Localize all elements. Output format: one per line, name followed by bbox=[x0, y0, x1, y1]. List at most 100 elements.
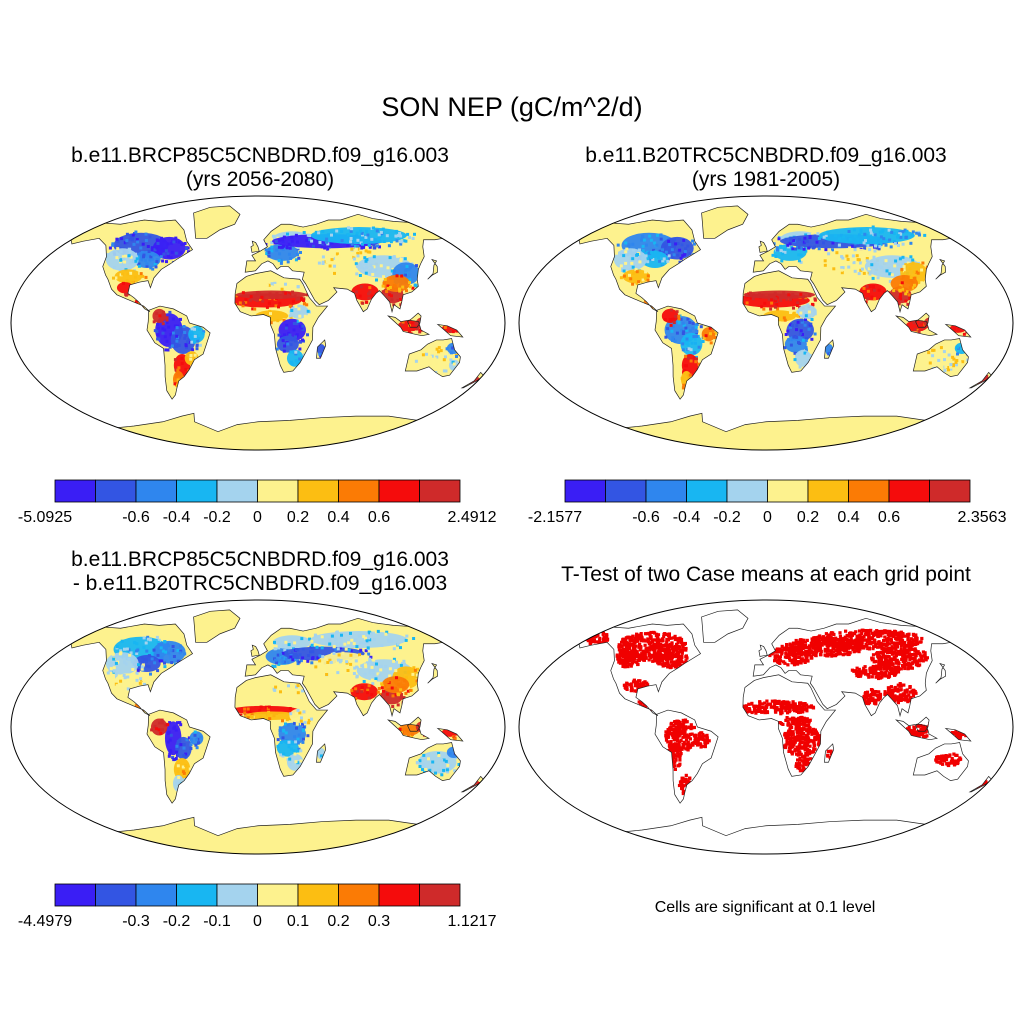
coastline-borneo bbox=[915, 312, 930, 328]
panel-1-colorbar: -5.0925 -0.6 -0.4 -0.2 0 0.2 0.4 0.6 2.4912 bbox=[18, 479, 497, 526]
coastline-greenland bbox=[701, 205, 749, 239]
colorbar-label-0: -4.4979 bbox=[18, 913, 72, 930]
colorbar-box-4 bbox=[216, 479, 258, 503]
coastline-borneo bbox=[407, 716, 422, 732]
coastline-uk bbox=[758, 644, 768, 657]
coastline-japan bbox=[935, 258, 946, 280]
coastline-indonesia bbox=[387, 719, 430, 741]
panel-4-map bbox=[518, 599, 1014, 855]
colorbar-box-7 bbox=[848, 479, 890, 503]
coastline-uk bbox=[250, 240, 260, 253]
colorbar-box-2 bbox=[645, 479, 687, 503]
coastline-new-zealand bbox=[968, 775, 994, 793]
coastline-eurasia bbox=[244, 617, 458, 718]
coastline-papua bbox=[944, 323, 972, 338]
coastline-south-america bbox=[146, 305, 211, 400]
colorbar-box-8 bbox=[378, 883, 420, 907]
coastlines bbox=[574, 205, 994, 450]
colorbar-label-2: -0.2 bbox=[163, 913, 191, 930]
colorbar-box-6 bbox=[297, 479, 339, 503]
panel-3-map bbox=[10, 599, 506, 855]
coastline-uk bbox=[250, 644, 260, 657]
coastline-africa bbox=[234, 270, 329, 373]
colorbar-label-4: 0 bbox=[763, 509, 772, 526]
panel-3-colorbar: -4.4979 -0.3 -0.2 -0.1 0 0.1 0.2 0.3 1.1217 bbox=[18, 883, 497, 930]
coastline-eurasia bbox=[752, 213, 966, 314]
coastline-madagascar bbox=[316, 339, 327, 359]
colorbar-box-6 bbox=[807, 479, 849, 503]
coastline-greenland bbox=[193, 609, 241, 643]
coastline-north-america bbox=[70, 219, 194, 313]
colorbar-label-4: 0 bbox=[253, 913, 262, 930]
colorbar-box-3 bbox=[686, 479, 728, 503]
colorbar-box-3 bbox=[176, 883, 218, 907]
panel-2-title-line1: b.e11.B20TRC5CNBDRD.f09_g16.003 bbox=[585, 144, 947, 167]
colorbar-label-5: 0.2 bbox=[287, 509, 309, 526]
colorbar-label-0: -2.1577 bbox=[528, 509, 582, 526]
colorbar-box-3 bbox=[176, 479, 218, 503]
colorbar-label-6: 0.2 bbox=[327, 913, 349, 930]
colorbar-box-2 bbox=[135, 883, 177, 907]
colorbar-label-3: -0.1 bbox=[203, 913, 231, 930]
coastline-australia bbox=[912, 742, 969, 781]
globe-outline bbox=[518, 195, 1014, 451]
colorbar-label-7: 0.6 bbox=[368, 509, 390, 526]
coastline-papua bbox=[944, 727, 972, 742]
colorbar-box-2 bbox=[135, 479, 177, 503]
colorbar-label-4: 0 bbox=[253, 509, 262, 526]
significance-note: Cells are significant at 0.1 level bbox=[654, 899, 876, 916]
panel-3-title-line2: - b.e11.B20TRC5CNBDRD.f09_g16.003 bbox=[72, 572, 448, 595]
colorbar-label-0: -5.0925 bbox=[18, 509, 72, 526]
coastline-indonesia bbox=[895, 719, 938, 741]
colorbar-box-4 bbox=[216, 883, 258, 907]
panel-2-map bbox=[518, 195, 1014, 451]
coastline-eurasia bbox=[752, 617, 966, 718]
colorbar-label-7: 0.3 bbox=[368, 913, 390, 930]
colorbar-label-3: -0.2 bbox=[203, 509, 231, 526]
coastline-north-america bbox=[70, 623, 194, 717]
coastline-borneo bbox=[407, 312, 422, 328]
coastline-eurasia bbox=[244, 213, 458, 314]
colorbar-box-9 bbox=[419, 883, 461, 907]
panel-4-title: T-Test of two Case means at each grid po… bbox=[561, 563, 971, 586]
panel-3-title-line1: b.e11.BRCP85C5CNBDRD.f09_g16.003 bbox=[71, 548, 449, 571]
panel-1-title-line1: b.e11.BRCP85C5CNBDRD.f09_g16.003 bbox=[71, 144, 449, 167]
coastline-japan bbox=[427, 662, 438, 684]
coastline-madagascar bbox=[316, 743, 327, 763]
coastline-africa bbox=[742, 270, 837, 373]
colorbar-box-9 bbox=[419, 479, 461, 503]
coastline-australia bbox=[404, 338, 461, 377]
colorbar-box-4 bbox=[726, 479, 768, 503]
colorbar-box-1 bbox=[95, 883, 137, 907]
coastline-australia bbox=[404, 742, 461, 781]
colorbar-box-8 bbox=[378, 479, 420, 503]
coastline-papua bbox=[436, 727, 464, 742]
colorbar-box-1 bbox=[605, 479, 647, 503]
coastline-africa bbox=[742, 674, 837, 777]
colorbar-box-1 bbox=[95, 479, 137, 503]
colorbar-box-9 bbox=[929, 479, 971, 503]
panel-1-title: b.e11.BRCP85C5CNBDRD.f09_g16.003 (yrs 20… bbox=[10, 144, 510, 192]
colorbar-label-5: 0.2 bbox=[797, 509, 819, 526]
coastline-japan bbox=[427, 258, 438, 280]
colorbar-box-6 bbox=[297, 883, 339, 907]
coastline-africa bbox=[234, 674, 329, 777]
colorbar-box-8 bbox=[888, 479, 930, 503]
coastline-south-america bbox=[146, 709, 211, 804]
panel-2-title: b.e11.B20TRC5CNBDRD.f09_g16.003 (yrs 198… bbox=[516, 144, 1016, 192]
colorbar-label-7: 0.6 bbox=[878, 509, 900, 526]
coastline-madagascar bbox=[824, 743, 835, 763]
coastline-madagascar bbox=[824, 339, 835, 359]
coastline-greenland bbox=[701, 609, 749, 643]
colorbar-box-7 bbox=[338, 883, 380, 907]
coastline-borneo bbox=[915, 716, 930, 732]
colorbar-label-1: -0.6 bbox=[122, 509, 150, 526]
colorbar-label-1: -0.3 bbox=[122, 913, 150, 930]
colorbar-label-6: 0.4 bbox=[837, 509, 859, 526]
coastline-papua bbox=[436, 323, 464, 338]
colorbar-box-5 bbox=[257, 883, 299, 907]
coastline-japan bbox=[935, 662, 946, 684]
coastline-uk bbox=[758, 240, 768, 253]
colorbar-label-1: -0.6 bbox=[632, 509, 660, 526]
colorbar-label-8: 2.3563 bbox=[958, 509, 1007, 526]
